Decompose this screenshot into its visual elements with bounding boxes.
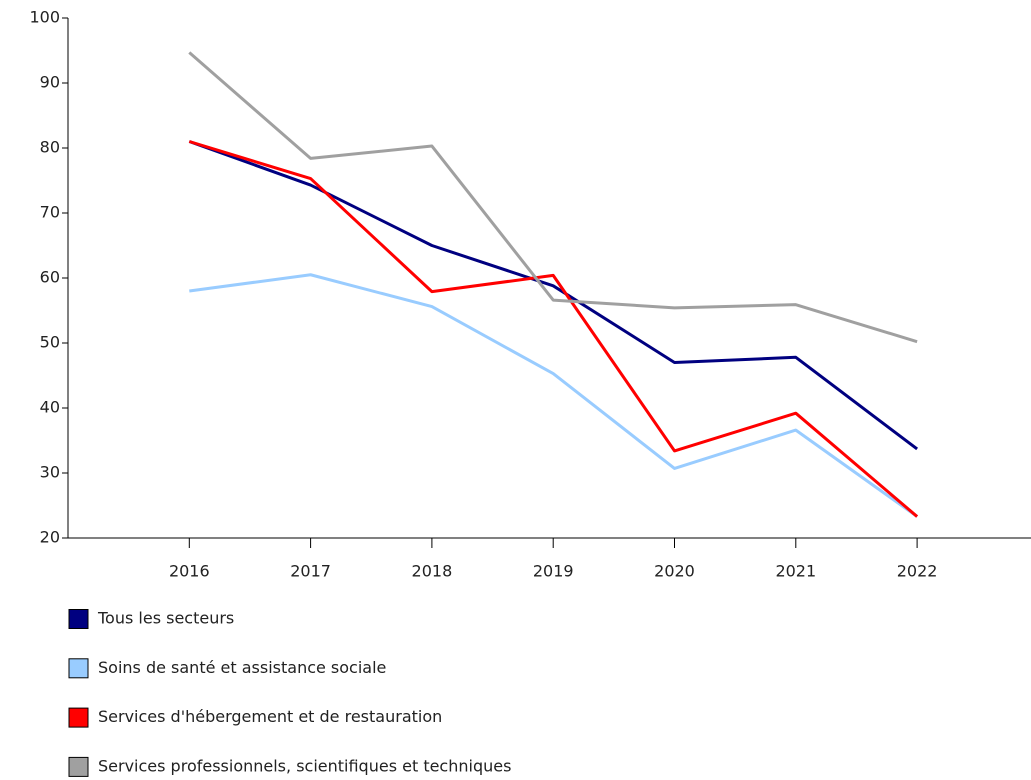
y-tick-label: 70 [40,203,60,222]
y-tick-label: 50 [40,333,60,352]
series-line [188,140,919,451]
legend-label: Soins de santé et assistance sociale [98,658,386,677]
x-tick-label: 2018 [412,562,453,581]
series-line [188,140,919,518]
x-tick-label: 2016 [169,562,210,581]
y-tick-label: 100 [29,8,60,27]
x-tick-label: 2019 [533,562,574,581]
legend-label: Tous les secteurs [97,609,234,628]
y-tick-label: 80 [40,138,60,157]
legend-swatch [68,756,89,777]
y-tick-label: 90 [40,73,60,92]
y-tick-label: 20 [40,528,60,547]
x-tick-label: 2017 [290,562,331,581]
y-tick-label: 30 [40,463,60,482]
y-tick-label: 60 [40,268,60,287]
x-tick-label: 2021 [775,562,816,581]
legend-label: Services d'hébergement et de restauratio… [98,707,442,726]
x-tick-label: 2020 [654,562,695,581]
series-line [189,273,918,518]
legend-swatch [68,707,89,728]
legend-label: Services professionnels, scientifiques e… [98,756,511,775]
legend-swatch [68,609,89,629]
y-tick-label: 40 [40,398,60,417]
x-tick-label: 2022 [897,562,938,581]
legend-swatch [68,658,89,679]
series-line [188,51,918,344]
